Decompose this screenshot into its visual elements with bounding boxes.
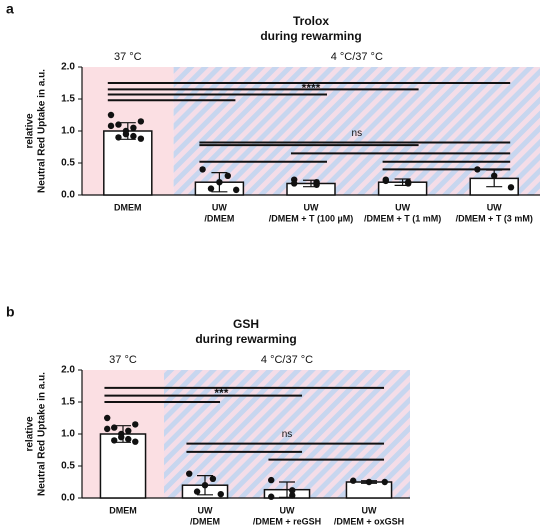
x-tick-label: UW: [362, 505, 377, 515]
region-label: 37 °C: [109, 354, 137, 366]
x-tick-label: UW: [212, 202, 227, 212]
data-point: [365, 478, 373, 486]
x-tick-label: UW: [304, 202, 319, 212]
data-point: [137, 118, 145, 125]
x-tick-label: UW: [395, 202, 410, 212]
significance-label: ns: [282, 429, 293, 440]
region-label: 4 °C/37 °C: [261, 354, 313, 366]
y-axis-label: Neutral Red Uptake in a.u.: [37, 372, 48, 496]
x-tick-label: UW: [280, 505, 295, 515]
data-point: [289, 492, 296, 499]
data-point: [111, 424, 118, 431]
data-point: [381, 478, 388, 486]
chart-title: GSH: [233, 317, 259, 331]
significance-label: ****: [302, 81, 321, 95]
data-point: [268, 476, 275, 484]
data-point: [289, 487, 296, 494]
data-point: [507, 184, 515, 191]
x-tick-label: /DMEM + T (3 mM): [456, 213, 533, 223]
data-point: [350, 477, 357, 484]
x-tick-label: DMEM: [114, 202, 142, 212]
chart-title: Trolox: [293, 14, 329, 28]
y-axis-label: Neutral Red Uptake in a.u.: [37, 69, 48, 193]
data-point: [207, 185, 215, 192]
data-point: [209, 475, 217, 482]
data-point: [122, 131, 130, 138]
data-point: [186, 470, 193, 477]
panel-label: b: [6, 304, 15, 320]
x-tick-label: /DMEM: [204, 213, 234, 223]
chart-subtitle: during rewarming: [260, 29, 361, 43]
data-point: [405, 180, 412, 187]
y-tick-label: 2.0: [61, 365, 75, 376]
y-tick-label: 0.5: [61, 158, 75, 169]
data-point: [130, 132, 137, 140]
data-point: [193, 488, 201, 495]
x-tick-label: UW: [198, 505, 213, 515]
data-point: [224, 172, 231, 179]
data-point: [233, 186, 240, 194]
data-point: [199, 166, 206, 173]
panel-label: a: [6, 1, 14, 17]
data-point: [118, 434, 125, 441]
data-point: [313, 181, 320, 188]
data-point: [268, 493, 275, 500]
data-point: [132, 421, 139, 428]
data-point: [104, 414, 111, 422]
region-label: 37 °C: [114, 51, 142, 63]
data-point: [216, 179, 223, 186]
x-tick-label: /DMEM: [190, 516, 220, 526]
chart-subtitle: during rewarming: [195, 332, 296, 346]
x-tick-label: /DMEM + T (100 µM): [269, 213, 353, 223]
data-point: [291, 180, 298, 187]
y-tick-label: 0.0: [61, 190, 75, 201]
data-point: [130, 124, 137, 131]
data-point: [111, 437, 118, 444]
data-point: [125, 427, 132, 434]
bar: [103, 130, 153, 196]
data-point: [217, 490, 224, 498]
data-point: [107, 122, 115, 130]
x-tick-label: /DMEM + oxGSH: [334, 516, 404, 526]
significance-label: ns: [352, 128, 363, 139]
y-tick-label: 1.5: [61, 94, 75, 105]
y-axis-label: relative: [25, 113, 36, 148]
x-tick-label: UW: [487, 202, 502, 212]
y-tick-label: 2.0: [61, 62, 75, 73]
region-label: 4 °C/37 °C: [331, 51, 383, 63]
y-tick-label: 0.0: [61, 493, 75, 504]
data-point: [125, 435, 132, 443]
significance-label: ***: [214, 386, 228, 400]
y-axis-label: relative: [25, 416, 36, 451]
data-point: [104, 425, 111, 433]
y-tick-label: 0.5: [61, 461, 75, 472]
data-point: [201, 482, 209, 489]
region-4-37: [173, 67, 540, 195]
data-point: [137, 135, 145, 142]
y-tick-label: 1.0: [61, 126, 75, 137]
y-tick-label: 1.0: [61, 429, 75, 440]
data-point: [382, 177, 389, 185]
data-point: [115, 134, 122, 141]
x-tick-label: /DMEM + T (1 mM): [364, 213, 441, 223]
x-tick-label: /DMEM + reGSH: [253, 516, 321, 526]
data-point: [491, 172, 498, 179]
y-tick-label: 1.5: [61, 397, 75, 408]
bar: [99, 433, 147, 499]
data-point: [132, 438, 139, 445]
data-point: [115, 121, 122, 128]
data-point: [107, 111, 115, 119]
x-tick-label: DMEM: [109, 505, 137, 515]
